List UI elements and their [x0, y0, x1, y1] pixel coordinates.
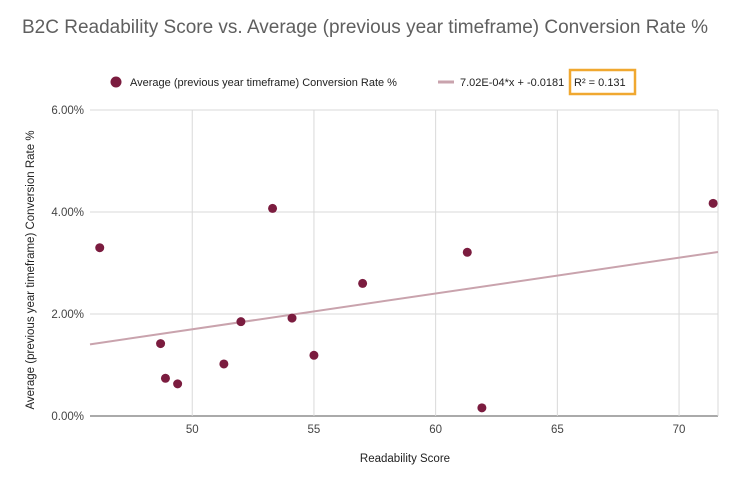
y-tick-label: 4.00% — [51, 207, 84, 219]
legend-scatter-marker — [110, 76, 122, 88]
x-tick-label: 70 — [673, 424, 686, 436]
data-point — [309, 350, 319, 360]
legend-series-label: Average (previous year timeframe) Conver… — [130, 77, 397, 89]
data-point — [95, 243, 105, 253]
x-tick-label: 50 — [186, 424, 199, 436]
gridlines — [90, 109, 719, 417]
data-point — [156, 339, 166, 349]
chart-title: B2C Readability Score vs. Average (previ… — [22, 17, 709, 38]
data-point — [173, 379, 183, 389]
y-axis-title: Average (previous year timeframe) Conver… — [25, 130, 37, 409]
legend-trendline-equation: 7.02E-04*x + -0.0181 — [460, 77, 564, 89]
x-tick-label: 65 — [551, 424, 564, 436]
data-point — [287, 313, 297, 323]
x-axis-ticks: 50 55 60 65 70 — [186, 424, 686, 436]
data-point — [160, 373, 170, 383]
legend: Average (previous year timeframe) Conver… — [110, 68, 637, 96]
data-point — [477, 403, 487, 413]
data-point — [462, 247, 472, 257]
trendline — [89, 250, 719, 346]
data-point — [358, 278, 368, 288]
data-point — [219, 359, 229, 369]
trendline-layer — [89, 250, 719, 346]
data-points — [95, 198, 718, 413]
y-tick-label: 6.00% — [51, 105, 84, 117]
r-squared-highlight-box — [568, 68, 637, 96]
x-tick-label: 55 — [308, 424, 321, 436]
x-axis-title: Readability Score — [360, 453, 450, 465]
x-tick-label: 60 — [429, 424, 442, 436]
y-tick-label: 2.00% — [51, 309, 84, 321]
y-tick-label: 0.00% — [51, 411, 84, 423]
data-point — [708, 198, 718, 208]
data-point — [236, 317, 246, 327]
y-axis-ticks: 0.00% 2.00% 4.00% 6.00% — [51, 105, 84, 423]
legend-r-squared: R² = 0.131 — [574, 77, 626, 89]
data-point — [268, 203, 278, 213]
